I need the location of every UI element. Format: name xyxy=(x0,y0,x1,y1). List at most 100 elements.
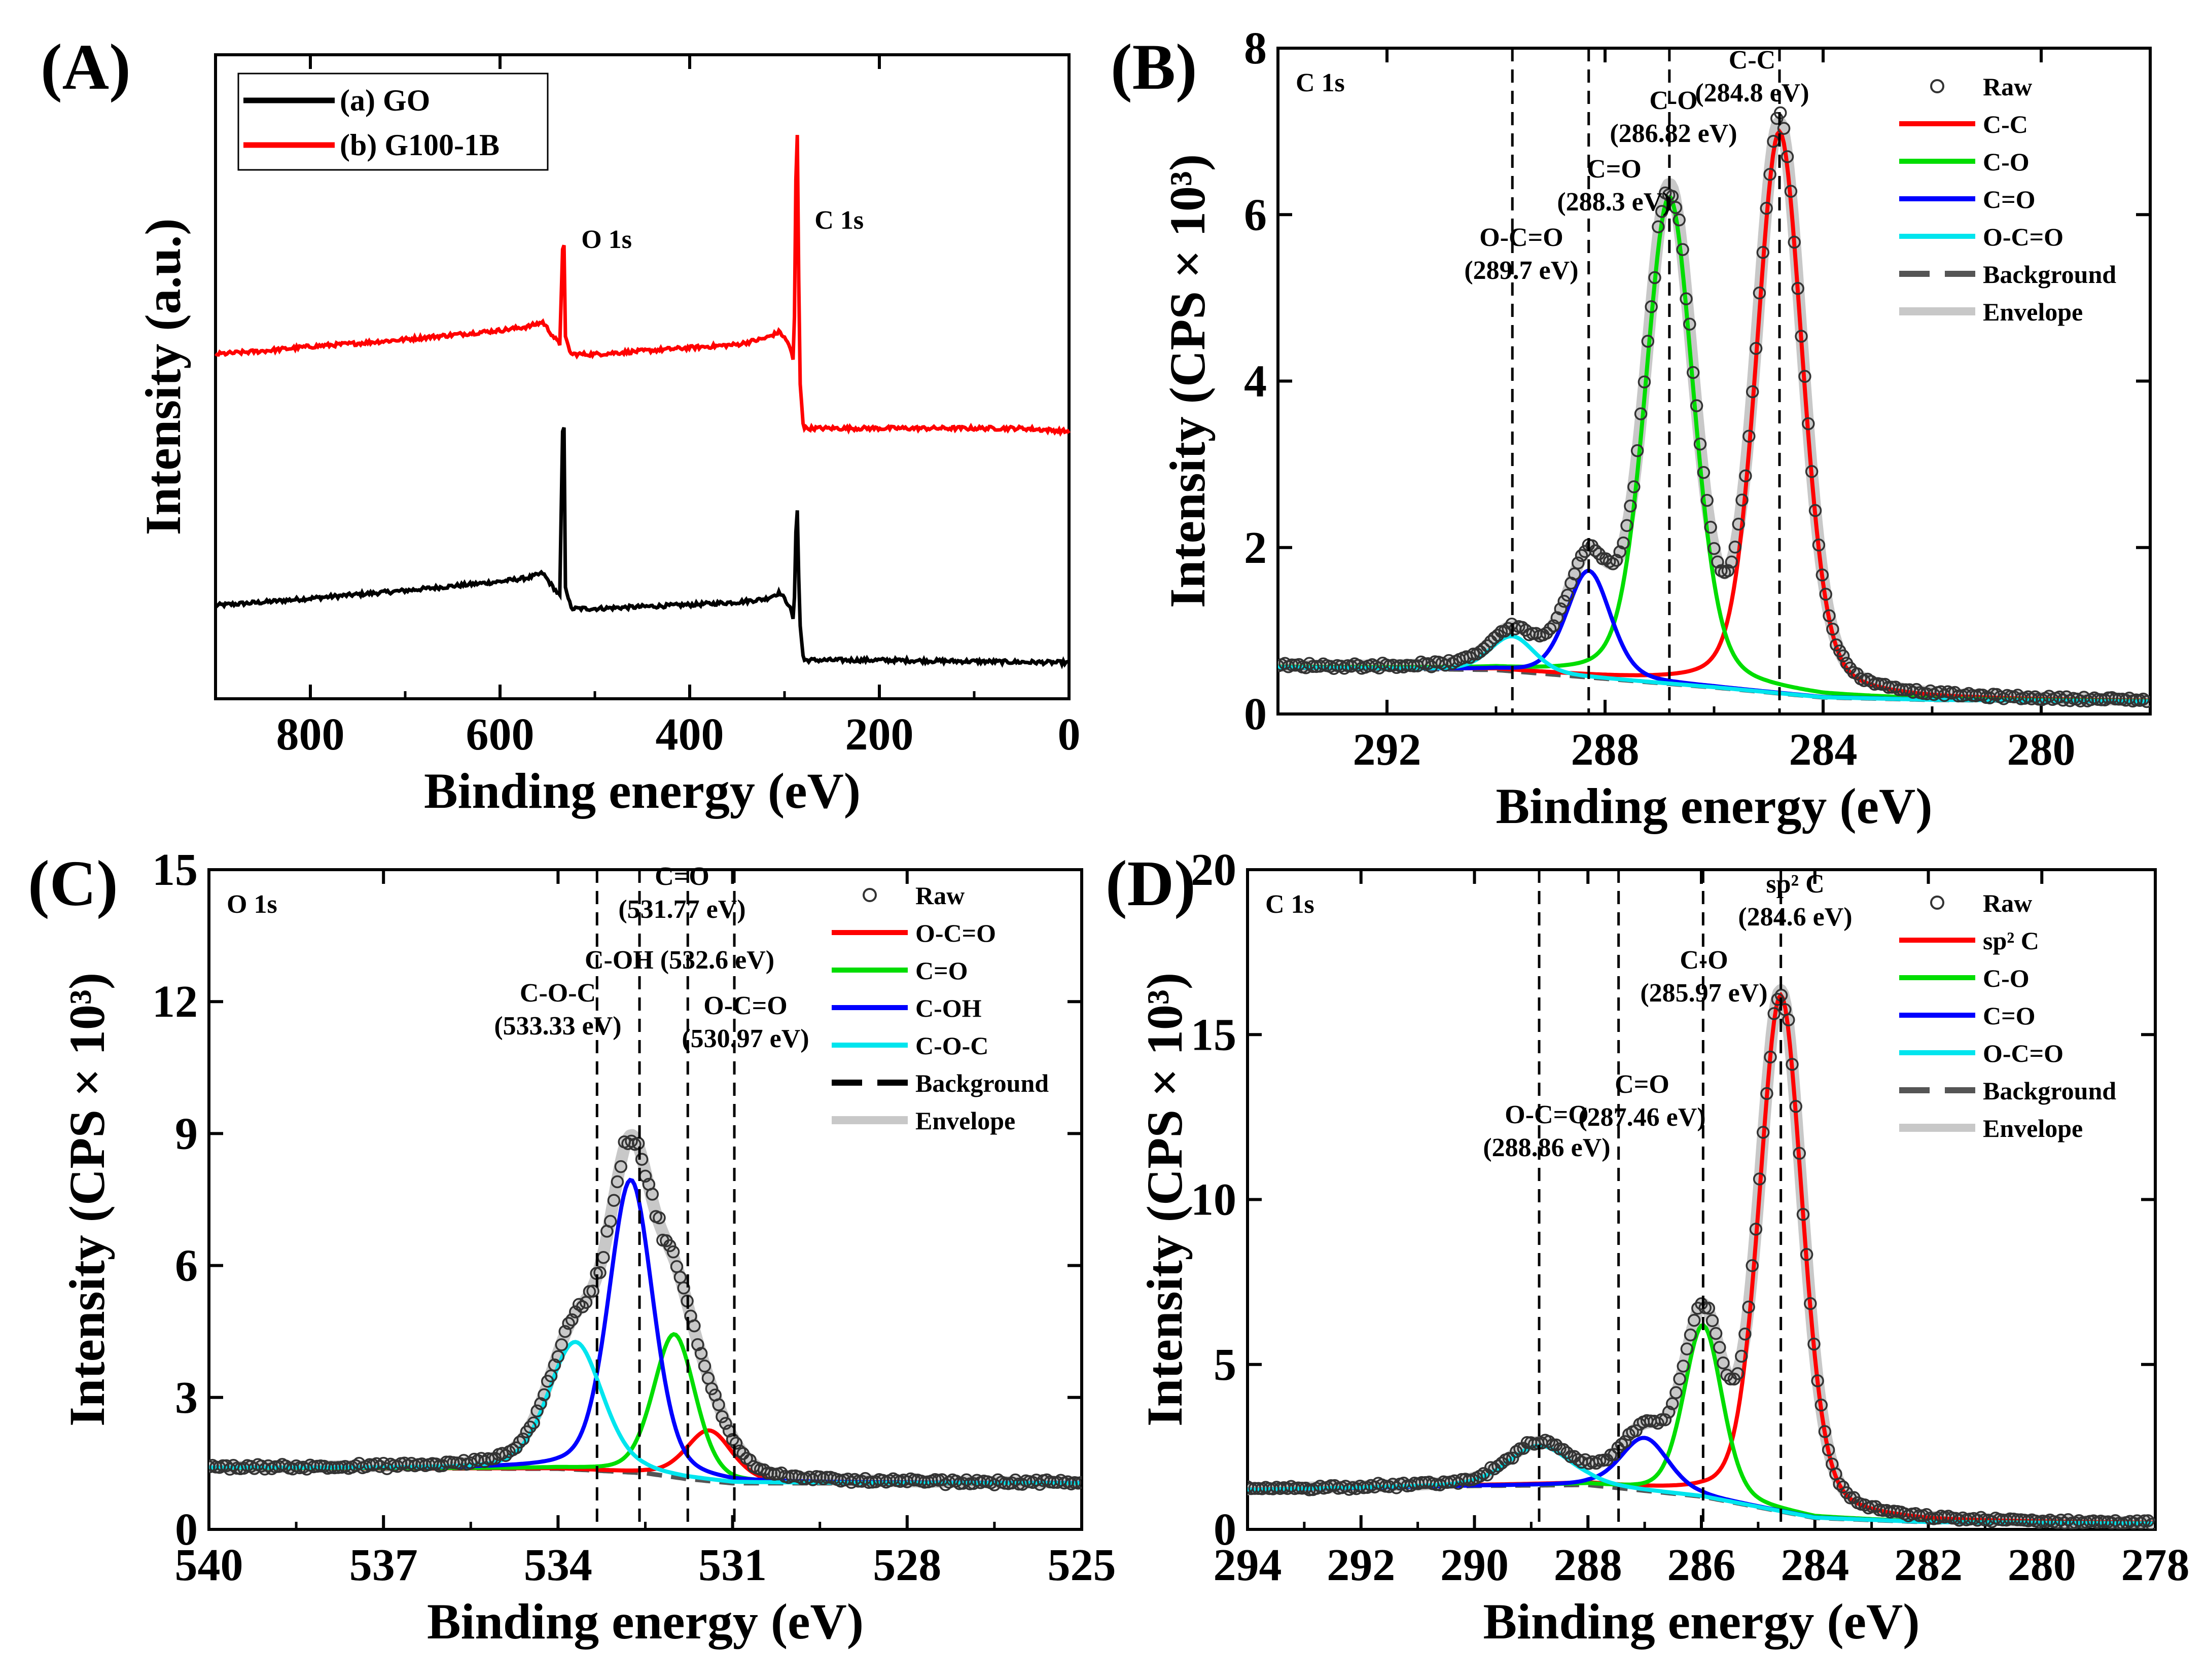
raw-point xyxy=(719,1417,732,1430)
raw-point xyxy=(1746,1259,1759,1272)
raw-point xyxy=(1738,1328,1752,1341)
y-axis-label: Intensity (CPS × 10³) xyxy=(1159,154,1216,608)
raw-point xyxy=(538,1388,551,1402)
raw-point xyxy=(1684,1328,1697,1342)
x-tick-label: 292 xyxy=(1353,725,1421,775)
raw-point xyxy=(1683,317,1696,331)
raw-point xyxy=(1811,1374,1824,1387)
raw-point xyxy=(1791,282,1804,295)
component-coh xyxy=(209,1177,1080,1485)
peak-label: (533.33 eV) xyxy=(494,1012,621,1041)
raw-point xyxy=(1618,1435,1632,1448)
x-tick-label: 292 xyxy=(1327,1540,1395,1590)
raw-point xyxy=(1819,588,1832,601)
x-tick-label: 278 xyxy=(2121,1540,2190,1590)
x-tick-label: 534 xyxy=(524,1540,592,1590)
raw-point xyxy=(1564,1450,1577,1463)
panel-label: (A) xyxy=(41,31,131,103)
y-tick-label: 12 xyxy=(152,977,198,1027)
raw-point xyxy=(1658,1413,1672,1426)
raw-point xyxy=(1707,542,1721,555)
raw-point xyxy=(1749,342,1763,355)
legend-label: Background xyxy=(1983,1077,2116,1105)
plot-area xyxy=(1248,870,2155,1529)
raw-point xyxy=(1818,1425,1832,1438)
peak-label: C-O-C xyxy=(520,979,596,1008)
raw-point xyxy=(1606,557,1620,570)
raw-point xyxy=(586,1284,599,1298)
raw-point xyxy=(607,1194,621,1207)
raw-point xyxy=(1795,330,1808,343)
raw-point xyxy=(523,1420,537,1434)
raw-point xyxy=(1627,480,1641,493)
x-axis-label: Binding energy (eV) xyxy=(1496,778,1932,834)
raw-point xyxy=(1793,1147,1806,1160)
peak-label: (286.82 eV) xyxy=(1610,119,1737,148)
raw-point xyxy=(1697,466,1711,479)
raw-point xyxy=(1833,1477,1846,1491)
raw-point xyxy=(677,1281,690,1295)
raw-point xyxy=(1789,1100,1802,1113)
y-tick-label: 4 xyxy=(1244,356,1267,407)
raw-point xyxy=(1491,629,1505,642)
legend-label: O-C=O xyxy=(1983,223,2063,251)
raw-point xyxy=(1756,246,1770,259)
peak-annotation: O 1s xyxy=(581,225,632,254)
raw-point xyxy=(1753,1172,1766,1186)
raw-point xyxy=(1732,517,1745,531)
x-axis-label: Binding energy (eV) xyxy=(427,1593,864,1650)
raw-point xyxy=(1557,1443,1570,1456)
x-axis-label: Binding energy (eV) xyxy=(424,763,861,819)
y-axis-label: Intensity (CPS × 10³) xyxy=(59,973,115,1426)
raw-point xyxy=(1615,1438,1628,1451)
legend-label: C-O xyxy=(1983,148,2030,176)
raw-point xyxy=(1798,370,1811,383)
raw-point xyxy=(1865,1500,1879,1513)
raw-point xyxy=(1709,1327,1723,1340)
raw-point xyxy=(1655,205,1668,218)
peak-label: C-OH (532.6 eV) xyxy=(585,946,774,975)
raw-point xyxy=(1680,292,1693,306)
component-co xyxy=(1248,1323,2153,1525)
raw-point xyxy=(1767,1007,1781,1020)
raw-point xyxy=(1571,1453,1585,1467)
raw-point xyxy=(551,1350,565,1363)
legend: Raw C-C C-O C=O O-C=O Background Envelope xyxy=(1899,73,2116,326)
raw-point xyxy=(1805,465,1819,478)
raw-point xyxy=(2141,1514,2155,1527)
raw-point xyxy=(1725,555,1738,569)
y-tick-label: 0 xyxy=(1214,1505,1236,1555)
legend-label: C-O-C xyxy=(915,1031,988,1060)
legend-label: C=O xyxy=(1983,1002,2036,1030)
raw-point xyxy=(562,1317,575,1330)
peak-label: (284.6 eV) xyxy=(1738,903,1852,932)
raw-point xyxy=(1735,1349,1748,1363)
raw-point xyxy=(1731,1367,1745,1380)
legend-label: (a) GO xyxy=(340,84,430,117)
raw-point xyxy=(653,1211,666,1225)
raw-point xyxy=(530,1404,544,1418)
raw-point xyxy=(705,1382,719,1396)
raw-point xyxy=(1742,430,1756,443)
raw-point xyxy=(1686,366,1700,379)
raw-point xyxy=(565,1313,579,1327)
legend-label: Background xyxy=(1983,260,2116,289)
y-tick-label: 0 xyxy=(1244,689,1267,739)
raw-point xyxy=(1814,1399,1828,1412)
raw-point xyxy=(1557,595,1571,608)
raw-point xyxy=(1802,417,1815,431)
y-tick-label: 6 xyxy=(175,1241,198,1291)
raw-point xyxy=(666,1245,680,1259)
peak-label: (288.3 eV) xyxy=(1557,188,1671,217)
raw-point xyxy=(2140,695,2150,708)
raw-point xyxy=(1665,1397,1679,1410)
raw-point xyxy=(1826,622,1839,636)
peak-label: C=O xyxy=(655,862,709,891)
raw-point xyxy=(2138,1514,2151,1527)
panel-label: (D) xyxy=(1106,847,1196,919)
raw-point xyxy=(1822,1443,1835,1457)
x-tick-label: 528 xyxy=(873,1540,941,1590)
survey-line xyxy=(214,134,1071,437)
raw-point xyxy=(1782,1013,1795,1026)
raw-point xyxy=(757,1463,771,1477)
